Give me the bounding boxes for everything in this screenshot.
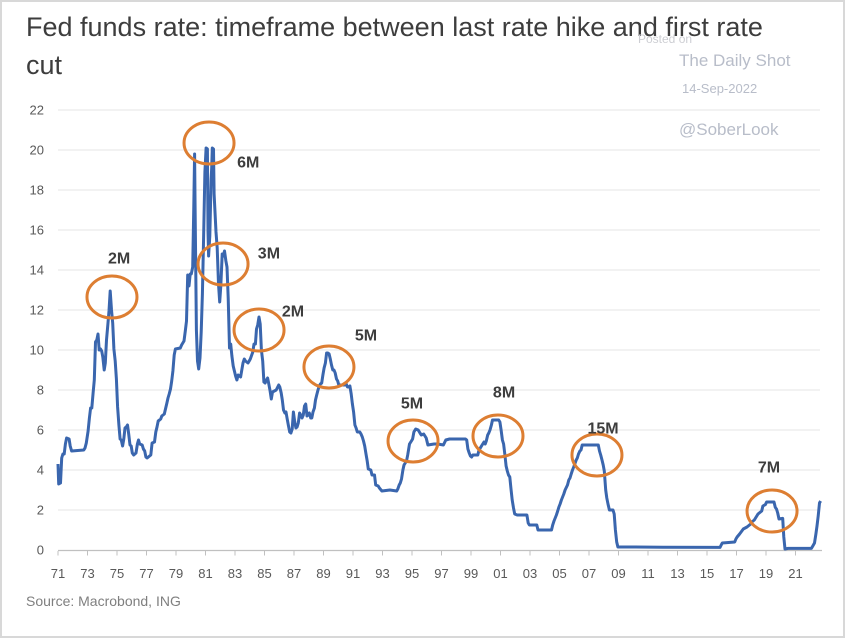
x-tick-label-17: 17 <box>729 566 743 581</box>
x-tick-label-05: 05 <box>552 566 566 581</box>
x-tick-label-99: 99 <box>464 566 478 581</box>
x-tick-label-71: 71 <box>51 566 65 581</box>
annotation-circle-3m-2 <box>196 241 250 287</box>
page-title-line2: cut <box>26 50 63 80</box>
annotation-circle-15m-7 <box>570 432 624 478</box>
source-note: Source: Macrobond, ING <box>26 593 181 609</box>
x-tick-label-81: 81 <box>198 566 212 581</box>
x-tick-label-13: 13 <box>670 566 684 581</box>
x-tick-label-75: 75 <box>110 566 124 581</box>
annotation-circle-5m-5 <box>386 418 440 464</box>
x-tick-label-97: 97 <box>434 566 448 581</box>
x-tick-label-21: 21 <box>788 566 802 581</box>
annotation-circle-8m-6 <box>471 413 525 459</box>
x-tick-label-03: 03 <box>523 566 537 581</box>
y-tick-label-2: 2 <box>37 503 44 518</box>
annotation-label-2m-3: 2M <box>282 304 304 321</box>
watermark-daily-shot: The Daily Shot <box>679 51 791 70</box>
fed-funds-rate-line <box>56 146 822 551</box>
watermark-date: 14-Sep-2022 <box>682 81 758 96</box>
x-tick-label-83: 83 <box>228 566 242 581</box>
annotation-label-7m-8: 7M <box>758 460 780 477</box>
annotation-label-2m-0: 2M <box>108 251 130 268</box>
x-tick-label-93: 93 <box>375 566 389 581</box>
annotation-label-5m-4: 5M <box>355 328 377 345</box>
y-tick-label-6: 6 <box>37 423 44 438</box>
page-title: Fed funds rate: timeframe between last r… <box>26 8 826 84</box>
x-tick-label-11: 11 <box>641 566 655 581</box>
x-tick-label-07: 07 <box>582 566 596 581</box>
x-tick-label-15: 15 <box>700 566 714 581</box>
x-tick-label-95: 95 <box>405 566 419 581</box>
annotation-circle-2m-3 <box>232 307 286 353</box>
annotation-circle-5m-4 <box>302 344 356 390</box>
annotation-label-5m-5: 5M <box>401 396 423 413</box>
annotation-circle-7m-8 <box>745 488 799 534</box>
y-tick-label-14: 14 <box>30 263 44 278</box>
watermark-soberlook-handle: @SoberLook <box>679 120 779 139</box>
x-tick-label-85: 85 <box>257 566 271 581</box>
y-tick-label-4: 4 <box>37 463 44 478</box>
annotation-label-8m-6: 8M <box>493 385 515 402</box>
y-tick-label-16: 16 <box>30 223 44 238</box>
y-tick-label-8: 8 <box>37 383 44 398</box>
x-tick-label-87: 87 <box>287 566 301 581</box>
y-tick-label-20: 20 <box>30 143 44 158</box>
annotation-circle-6m-1 <box>182 120 236 166</box>
annotation-label-15m-7: 15M <box>587 421 618 438</box>
x-tick-label-79: 79 <box>169 566 183 581</box>
y-tick-label-12: 12 <box>30 303 44 318</box>
x-tick-label-77: 77 <box>139 566 153 581</box>
y-tick-label-18: 18 <box>30 183 44 198</box>
y-tick-label-22: 22 <box>30 103 44 118</box>
watermark-posted-on: Posted on <box>638 32 693 46</box>
x-tick-label-73: 73 <box>80 566 94 581</box>
x-tick-label-01: 01 <box>493 566 507 581</box>
annotation-label-6m-1: 6M <box>237 155 259 172</box>
x-tick-label-09: 09 <box>611 566 625 581</box>
x-tick-label-91: 91 <box>346 566 360 581</box>
x-tick-label-89: 89 <box>316 566 330 581</box>
annotation-circle-2m-0 <box>85 274 139 320</box>
page-title-line1: Fed funds rate: timeframe between last r… <box>26 12 763 42</box>
y-tick-label-0: 0 <box>37 543 44 558</box>
x-tick-label-19: 19 <box>759 566 773 581</box>
y-tick-label-10: 10 <box>30 343 44 358</box>
annotation-label-3m-2: 3M <box>258 246 280 263</box>
